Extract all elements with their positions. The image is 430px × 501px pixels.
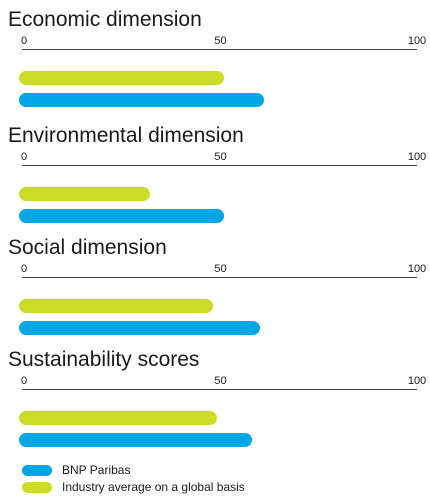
panel-title: Environmental dimension	[8, 124, 244, 147]
tick-label: 0	[20, 375, 28, 387]
panel-title: Economic dimension	[8, 8, 202, 31]
panel-title: Social dimension	[8, 236, 167, 259]
axis-line	[22, 277, 417, 278]
chart-panel: Sustainability scores 0 50 100	[0, 348, 430, 458]
chart-panel: Environmental dimension 0 50 100	[0, 124, 430, 234]
bar-industry-average	[19, 411, 217, 425]
bar-industry-average	[19, 71, 225, 85]
tick-label: 100	[407, 375, 427, 387]
chart-panel: Economic dimension 0 50 100	[0, 8, 430, 118]
legend-label: BNP Paribas	[62, 463, 131, 477]
axis-line	[22, 49, 417, 50]
tick-label: 50	[214, 35, 227, 47]
legend-swatch	[22, 465, 52, 476]
axis-line	[22, 389, 417, 390]
tick-label: 0	[20, 35, 28, 47]
bar-bnp-paribas	[19, 433, 252, 447]
tick-label: 0	[20, 263, 28, 275]
legend-label: Industry average on a global basis	[62, 480, 245, 494]
bar-industry-average	[19, 187, 150, 201]
legend-entry: BNP Paribas	[22, 463, 422, 479]
tick-label: 50	[214, 151, 227, 163]
chart-panel: Social dimension 0 50 100	[0, 236, 430, 346]
legend-swatch	[22, 482, 52, 493]
tick-label: 100	[407, 35, 427, 47]
tick-label: 100	[407, 263, 427, 275]
bar-industry-average	[19, 299, 213, 313]
tick-label: 50	[214, 375, 227, 387]
bar-bnp-paribas	[19, 209, 225, 223]
tick-label: 0	[20, 151, 28, 163]
bar-bnp-paribas	[19, 321, 260, 335]
legend-entry: Industry average on a global basis	[22, 480, 422, 496]
tick-label: 50	[214, 263, 227, 275]
tick-label: 100	[407, 151, 427, 163]
bar-bnp-paribas	[19, 93, 264, 107]
panel-title: Sustainability scores	[8, 348, 200, 371]
axis-line	[22, 165, 417, 166]
